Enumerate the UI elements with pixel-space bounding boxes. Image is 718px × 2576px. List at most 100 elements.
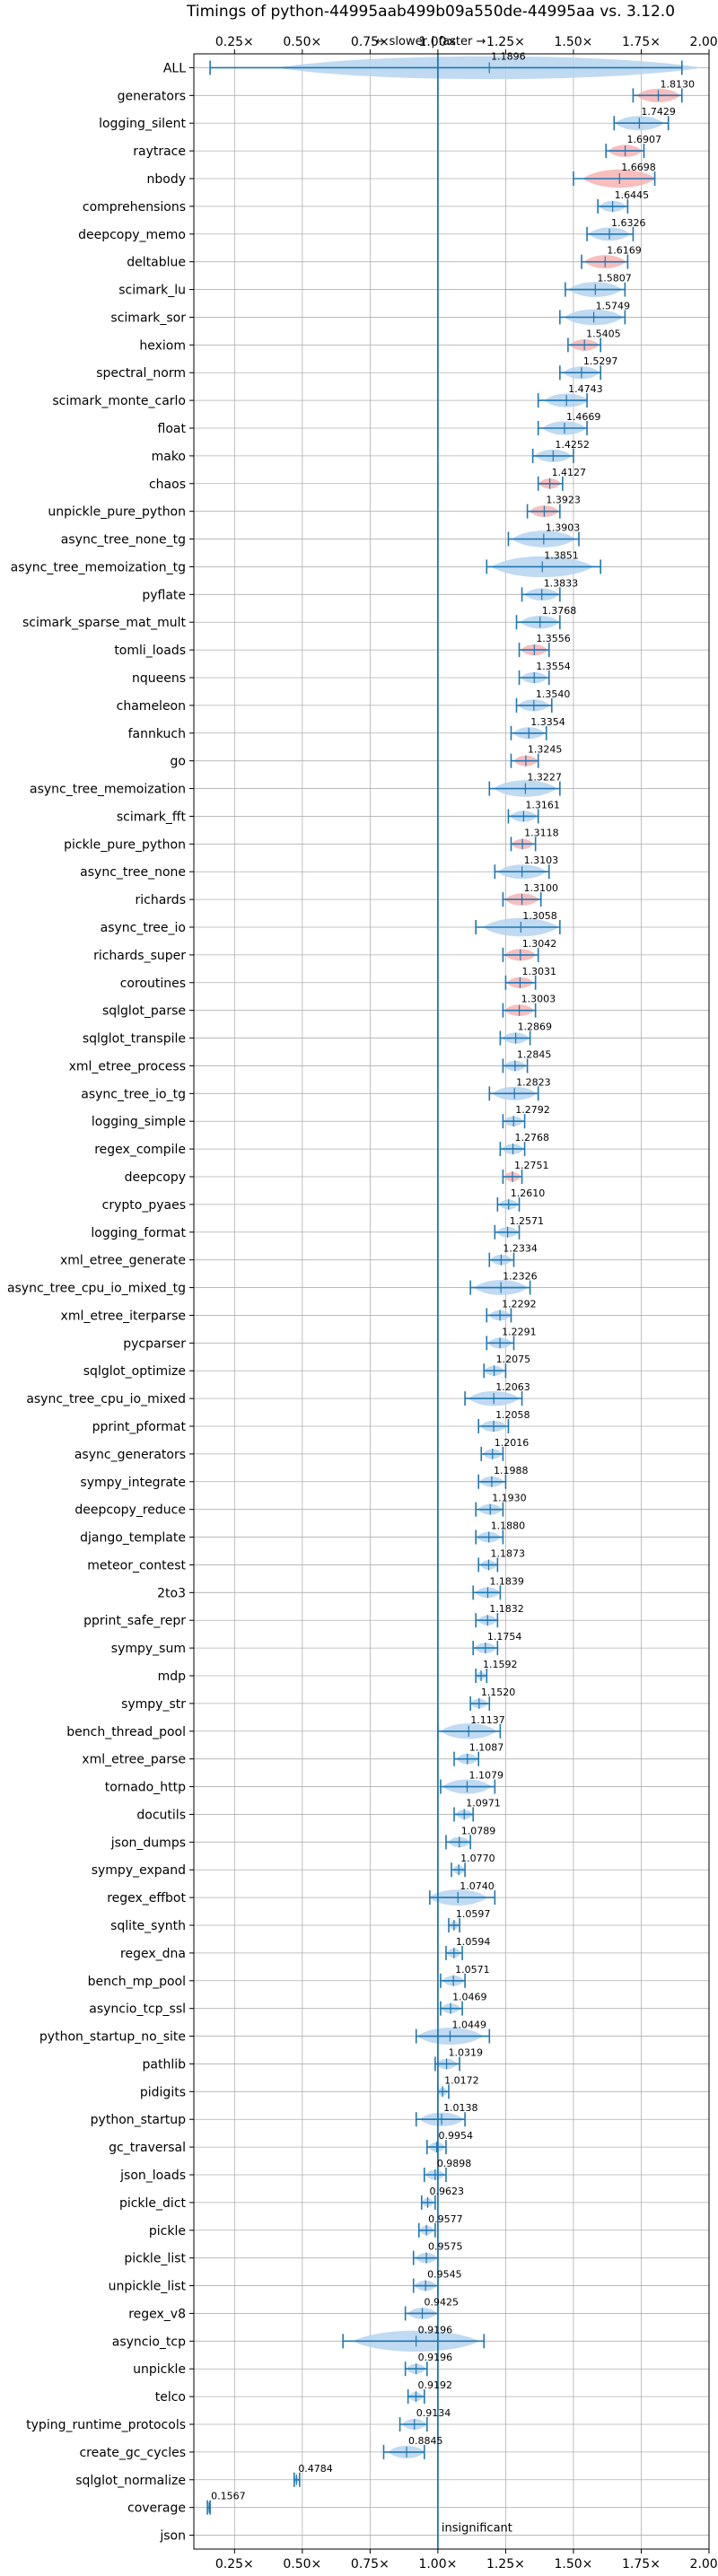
value-label: 0.9425 — [425, 2296, 460, 2308]
value-label: 1.0971 — [466, 1797, 501, 1809]
value-label: 1.6445 — [615, 189, 650, 201]
category-label: json_dumps — [110, 1836, 186, 1850]
x-tick-label-bottom: 1.00× — [418, 2557, 457, 2572]
category-label: mako — [152, 450, 186, 464]
x-ticks: 0.25× 0.25× 0.50× 0.50× 0.75× 0.75× 1.00× 1.00×… — [189, 35, 718, 2572]
value-label: 1.3245 — [528, 744, 563, 756]
value-label: 1.8130 — [661, 78, 696, 90]
category-label: scimark_sor — [110, 311, 186, 325]
category-label: chaos — [149, 478, 186, 492]
category-label: tomli_loads — [114, 644, 186, 658]
category-label: xml_etree_generate — [60, 1254, 186, 1268]
insignificant-label: insignificant — [442, 2522, 512, 2536]
x-tick-label-top: 1.25× — [486, 35, 525, 49]
value-label: 1.3540 — [536, 688, 571, 700]
value-label: 1.3042 — [522, 938, 557, 950]
value-label: 1.2768 — [515, 1132, 550, 1143]
grid-lines — [194, 54, 710, 2549]
category-label: mdp — [158, 1669, 187, 1684]
category-label: crypto_pyaes — [102, 1198, 186, 1213]
category-label: sqlglot_optimize — [83, 1364, 186, 1379]
category-label: pidigits — [140, 2085, 186, 2099]
category-label: regex_effbot — [107, 1891, 186, 1906]
value-label: 1.0172 — [444, 2074, 479, 2086]
category-label: nqueens — [132, 671, 186, 686]
value-labels: 1.1896 1.8130 1.7429 1.6907 1.6698 1.6445 1.63… — [211, 50, 695, 2502]
value-label: 1.0789 — [461, 1825, 496, 1836]
category-label: async_tree_memoization_tg — [11, 560, 186, 574]
category-label: xml_etree_iterparse — [61, 1309, 186, 1323]
value-label: 1.3903 — [546, 522, 581, 534]
x-tick-label-bottom: 1.75× — [622, 2557, 661, 2572]
value-label: 1.1592 — [483, 1659, 518, 1670]
category-label: deltablue — [127, 256, 186, 270]
value-label: 1.0138 — [443, 2102, 478, 2114]
x-tick-label-top: 1.75× — [622, 35, 661, 49]
value-label: 1.3554 — [536, 661, 571, 672]
value-label: 1.1520 — [481, 1687, 516, 1698]
category-label: async_generators — [74, 1448, 186, 1462]
value-label: 0.9898 — [437, 2158, 471, 2169]
value-label: 1.0740 — [460, 1880, 495, 1892]
category-label: sympy_integrate — [80, 1476, 186, 1490]
value-label: 1.1087 — [469, 1742, 504, 1754]
error-bars — [206, 60, 683, 2515]
category-label: sqlglot_parse — [102, 1004, 186, 1019]
value-label: 1.3851 — [544, 549, 579, 561]
value-label: 1.6326 — [611, 217, 646, 229]
category-label: typing_runtime_protocols — [26, 2418, 186, 2432]
chart-title: Timings of python-44995aab499b09a550de-4… — [186, 3, 675, 21]
value-label: 1.5405 — [586, 328, 621, 339]
value-label: 0.1567 — [211, 2491, 246, 2502]
value-label: 1.4669 — [566, 411, 601, 423]
value-label: 1.2823 — [516, 1076, 551, 1088]
category-label: logging_simple — [92, 1115, 186, 1129]
category-label: tornado_http — [105, 1781, 186, 1795]
value-label: 1.5807 — [597, 273, 632, 285]
category-label: deepcopy — [125, 1170, 186, 1185]
value-label: 1.3354 — [530, 716, 565, 728]
value-label: 1.4743 — [568, 383, 603, 395]
category-label: pickle — [149, 2224, 186, 2239]
category-label: telco — [155, 2390, 186, 2405]
x-tick-label-bottom: 1.25× — [486, 2557, 525, 2572]
x-tick-label-top: 0.25× — [215, 35, 254, 49]
value-label: 1.3768 — [542, 605, 577, 617]
category-label: gc_traversal — [109, 2141, 186, 2155]
category-label: generators — [118, 89, 186, 103]
category-label: xml_etree_parse — [82, 1753, 186, 1767]
category-label: scimark_monte_carlo — [52, 394, 186, 408]
category-label: async_tree_io_tg — [81, 1087, 186, 1101]
category-label: sqlglot_transpile — [83, 1032, 186, 1047]
x-tick-label-top: 1.50× — [554, 35, 592, 49]
value-label: 0.9577 — [428, 2213, 463, 2225]
value-label: 0.9545 — [427, 2269, 461, 2281]
x-tick-label-bottom: 2.00× — [690, 2557, 718, 2572]
value-label: 0.9954 — [439, 2130, 474, 2142]
value-label: 1.3100 — [524, 882, 559, 894]
category-label: coverage — [127, 2502, 186, 2516]
value-label: 1.2292 — [502, 1298, 537, 1310]
category-label: pickle_dict — [119, 2196, 187, 2211]
category-label: xml_etree_process — [69, 1059, 186, 1073]
value-label: 1.6169 — [607, 245, 642, 257]
category-label: regex_compile — [94, 1143, 186, 1157]
category-label: scimark_lu — [118, 284, 186, 298]
value-label: 1.2792 — [515, 1104, 550, 1116]
value-label: 1.3031 — [521, 966, 556, 977]
category-label: raytrace — [133, 145, 186, 159]
category-label: regex_dna — [120, 1947, 186, 1961]
category-label: pathlib — [143, 2057, 187, 2072]
category-label: unpickle — [133, 2362, 186, 2377]
value-label: 1.1896 — [491, 50, 526, 62]
value-label: 0.9192 — [417, 2379, 452, 2391]
value-label: 1.2869 — [518, 1021, 553, 1033]
value-label: 1.3118 — [524, 827, 559, 838]
value-label: 1.2326 — [503, 1271, 538, 1283]
value-label: 1.1930 — [492, 1493, 527, 1504]
category-label: logging_silent — [99, 117, 186, 131]
x-tick-label-top: 0.75× — [351, 35, 390, 49]
value-label: 1.2058 — [495, 1409, 530, 1421]
value-label: 1.0594 — [456, 1936, 491, 1948]
category-label: python_startup_no_site — [39, 2030, 186, 2045]
